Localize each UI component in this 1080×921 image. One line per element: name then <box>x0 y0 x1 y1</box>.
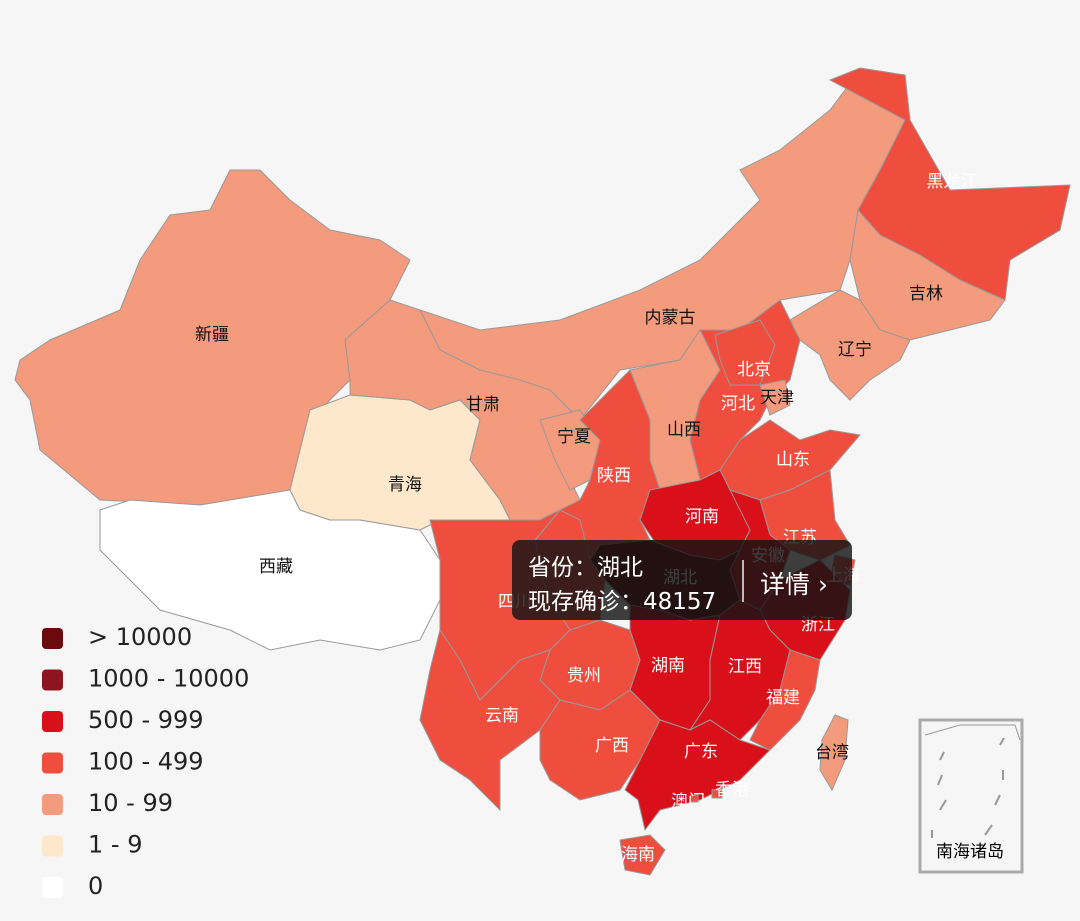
province-label: 湖南 <box>651 656 685 676</box>
province-label: 黑龙江 <box>927 172 978 192</box>
tooltip[interactable]: 省份：湖北 现存确诊：48157 详情 › <box>512 540 852 620</box>
province-label: 甘肃 <box>466 395 500 415</box>
province-label: 青海 <box>388 475 422 495</box>
legend-label: 100 - 499 <box>88 748 204 776</box>
province <box>624 719 771 832</box>
province-label: 贵州 <box>567 666 601 686</box>
province <box>619 834 666 876</box>
province <box>849 208 1006 341</box>
province <box>689 793 699 803</box>
legend-label: 1000 - 10000 <box>88 665 249 693</box>
province-label: 内蒙古 <box>645 308 696 328</box>
province-label: 辽宁 <box>838 340 872 360</box>
province-label: 广东 <box>684 742 718 762</box>
province-label: 浙江 <box>801 615 835 635</box>
province-label: 广西 <box>595 736 629 756</box>
province-label: 陕西 <box>597 466 631 486</box>
province <box>819 714 849 792</box>
legend-label: 1 - 9 <box>88 831 142 859</box>
province-label: 澳门 <box>671 792 705 812</box>
province-label: 天津 <box>760 388 794 408</box>
province-label: 西藏 <box>259 557 293 577</box>
province <box>828 67 1071 301</box>
province-label: 山西 <box>667 420 701 440</box>
tooltip-key: 现存确诊： <box>528 589 643 615</box>
legend-swatch <box>42 711 63 732</box>
province-label: 云南 <box>485 706 519 726</box>
province-label: 山东 <box>776 450 810 470</box>
tooltip-key: 省份： <box>528 555 597 581</box>
legend-label: 500 - 999 <box>88 706 204 734</box>
legend-swatch <box>42 835 63 857</box>
detail-link[interactable]: 详情 › <box>760 570 828 599</box>
province-label: 吉林 <box>909 284 943 304</box>
legend-swatch <box>42 877 63 898</box>
province-label: 河南 <box>685 507 719 527</box>
legend-label: > 10000 <box>88 623 192 651</box>
province-label: 河北 <box>721 394 755 414</box>
province <box>711 787 723 799</box>
province-label: 福建 <box>766 688 800 708</box>
legend-swatch <box>42 628 63 649</box>
province <box>759 379 791 416</box>
inset-label: 南海诸岛 <box>936 842 1004 862</box>
legend-label: 10 - 99 <box>88 789 173 817</box>
legend-label: 0 <box>88 872 103 900</box>
tooltip-province: 湖北 <box>597 555 643 581</box>
detail-text[interactable]: 详情 <box>760 570 811 599</box>
province-label: 宁夏 <box>557 427 591 447</box>
tooltip-count: 48157 <box>643 589 717 615</box>
province-label: 江西 <box>728 657 762 677</box>
legend-swatch <box>42 794 63 815</box>
legend-swatch <box>42 752 63 774</box>
province-label: 香港 <box>715 780 749 800</box>
province-label: 台湾 <box>815 743 849 763</box>
province-label: 新疆 <box>195 325 229 345</box>
legend-swatch <box>42 669 63 691</box>
province-label: 海南 <box>621 845 655 865</box>
province-label: 北京 <box>737 360 771 380</box>
south-sea-inset: 南海诸岛 <box>918 718 1024 874</box>
